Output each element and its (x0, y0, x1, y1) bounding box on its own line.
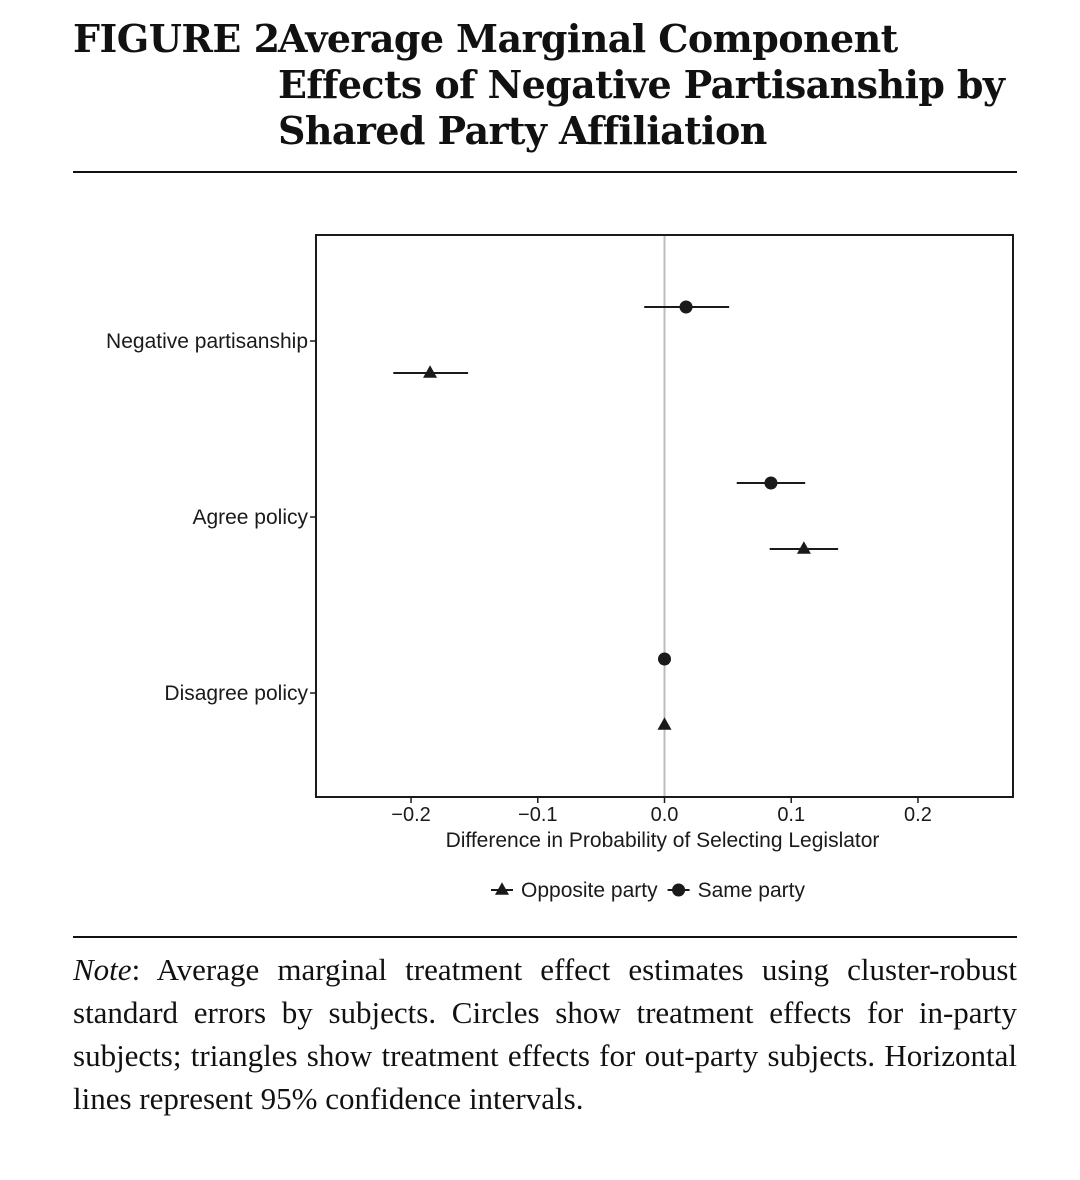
point-opposite-party (423, 365, 438, 378)
point-same-party (658, 652, 671, 666)
point-same-party (679, 300, 693, 314)
figure-note: Note: Average marginal treatment effect … (73, 948, 1017, 1120)
chart: Negative partisanship Agree policy Disagre… (106, 234, 1014, 902)
note-label: Note (73, 952, 132, 987)
x-tick-label: −0.1 (518, 804, 557, 826)
y-tick-label: Negative partisanship (106, 330, 308, 353)
note-rule (73, 936, 1017, 938)
legend-label: Opposite party (521, 879, 658, 902)
x-tick-label: 0.0 (651, 804, 679, 826)
x-axis: −0.2 −0.1 0.0 0.1 0.2 (391, 797, 932, 826)
point-same-party (764, 476, 778, 490)
note-text: : Average marginal treatment effect esti… (73, 952, 1017, 1116)
x-tick-label: −0.2 (391, 804, 430, 826)
y-tick-label: Agree policy (192, 506, 308, 529)
point-opposite-party (796, 541, 811, 554)
legend-circle-icon (672, 883, 686, 897)
y-axis: Negative partisanship Agree policy Disagre… (106, 330, 316, 705)
legend: Opposite party Same party (491, 879, 805, 902)
legend-label: Same party (698, 879, 806, 902)
header-rule (73, 171, 1017, 173)
point-opposite-party (657, 717, 672, 730)
x-tick-label: 0.2 (904, 804, 932, 826)
x-tick-label: 0.1 (777, 804, 805, 826)
data-marks (393, 300, 839, 730)
x-axis-label: Difference in Probability of Selecting L… (446, 829, 880, 852)
legend-triangle-icon (495, 882, 509, 895)
y-tick-label: Disagree policy (164, 682, 308, 705)
figure-label: FIGURE 2 (73, 16, 280, 61)
figure-title: Average Marginal Component Effects of Ne… (278, 16, 1005, 153)
